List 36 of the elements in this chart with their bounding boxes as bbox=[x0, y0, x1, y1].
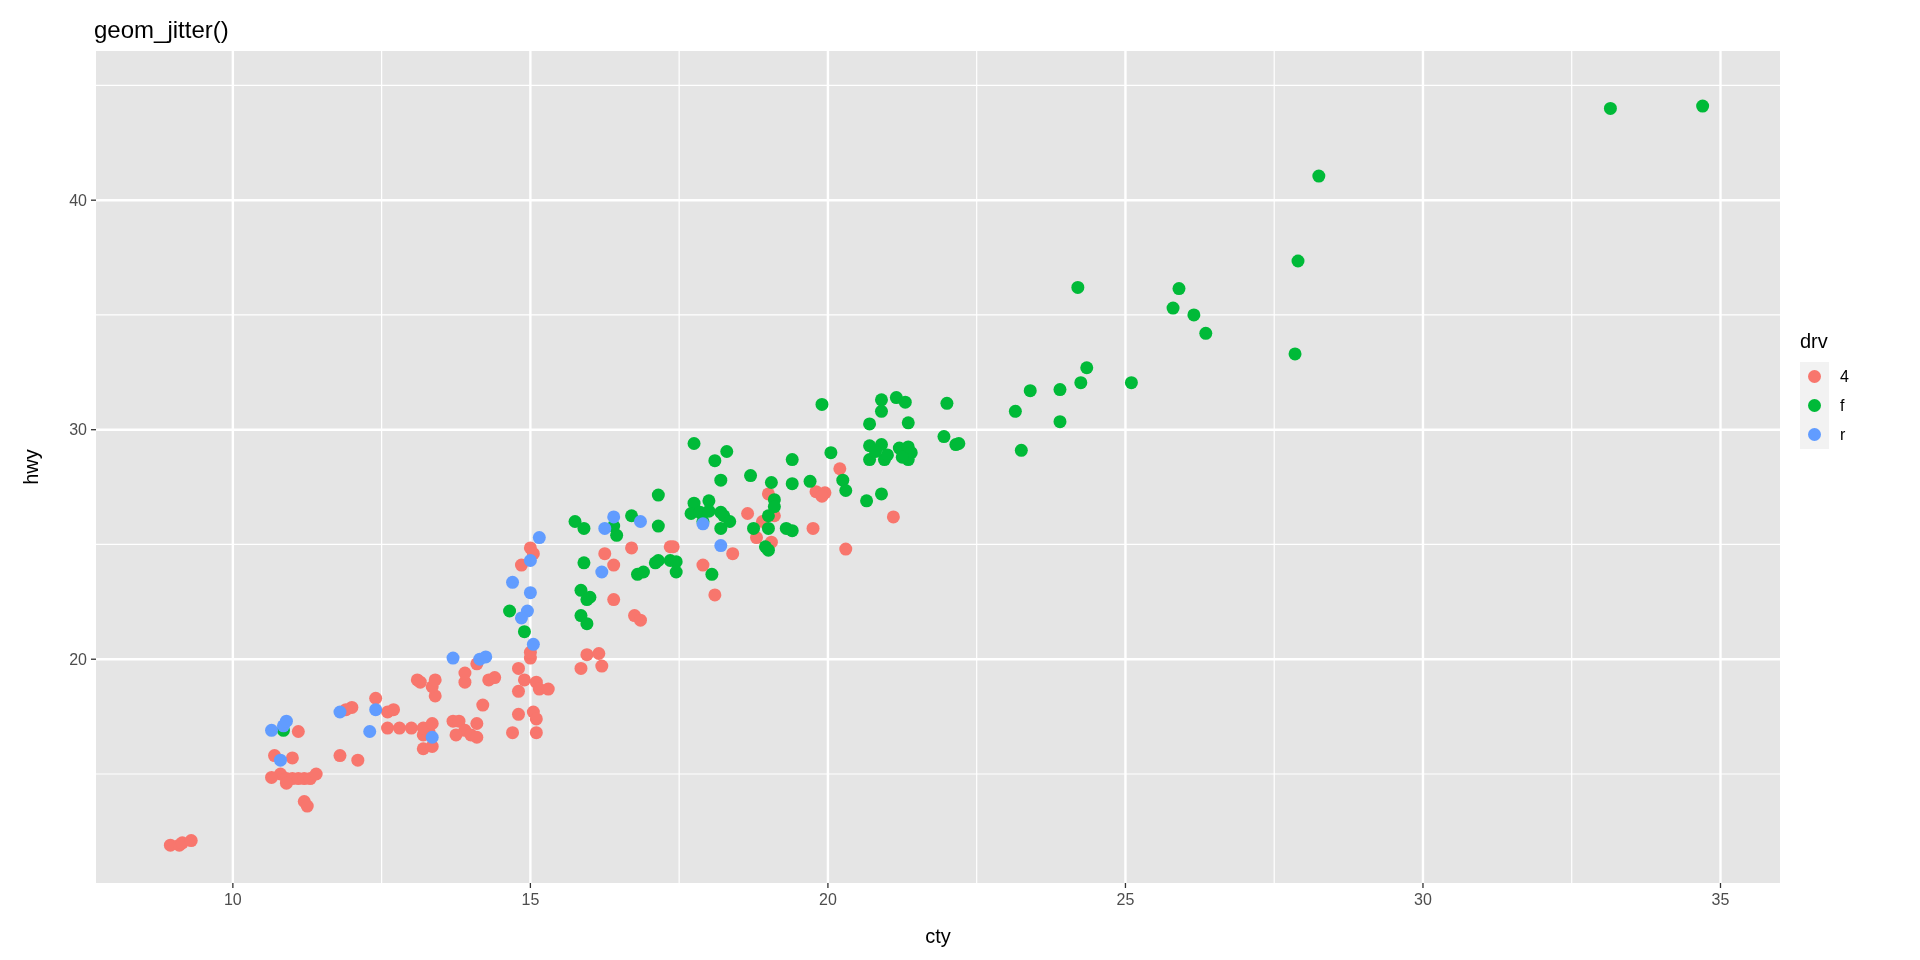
point bbox=[479, 650, 493, 664]
legend-label: f bbox=[1840, 397, 1845, 415]
point bbox=[514, 611, 528, 625]
x-tick-label: 30 bbox=[1414, 891, 1432, 908]
point bbox=[425, 730, 439, 744]
point bbox=[265, 723, 279, 737]
y-tick-label: 30 bbox=[69, 421, 88, 439]
y-tick-label: 40 bbox=[69, 191, 88, 209]
x-tick-label: 15 bbox=[521, 891, 540, 908]
chart-title: geom_jitter() bbox=[94, 16, 229, 43]
point bbox=[532, 531, 546, 545]
point bbox=[279, 714, 293, 728]
point bbox=[369, 703, 383, 717]
y-axis-title: hwy bbox=[20, 449, 42, 485]
point bbox=[598, 521, 612, 535]
point bbox=[526, 637, 540, 651]
point bbox=[523, 586, 537, 600]
point bbox=[633, 515, 647, 528]
x-axis-title: cty bbox=[925, 925, 951, 947]
x-tick-label: 25 bbox=[1116, 891, 1135, 908]
point bbox=[714, 539, 728, 553]
y-tick-label: 20 bbox=[69, 650, 88, 668]
point bbox=[607, 510, 621, 524]
point bbox=[273, 753, 287, 767]
point bbox=[333, 705, 347, 719]
x-tick-label: 20 bbox=[819, 891, 837, 908]
point bbox=[523, 554, 537, 568]
point bbox=[363, 725, 377, 739]
point bbox=[595, 565, 609, 579]
x-tick-label: 35 bbox=[1711, 891, 1730, 908]
x-tick-label: 10 bbox=[223, 891, 242, 908]
legend-label: 4 bbox=[1840, 368, 1849, 386]
point bbox=[446, 651, 460, 665]
point bbox=[506, 575, 520, 589]
legend-label: r bbox=[1840, 426, 1846, 444]
legend-title: drv bbox=[1800, 330, 1828, 352]
